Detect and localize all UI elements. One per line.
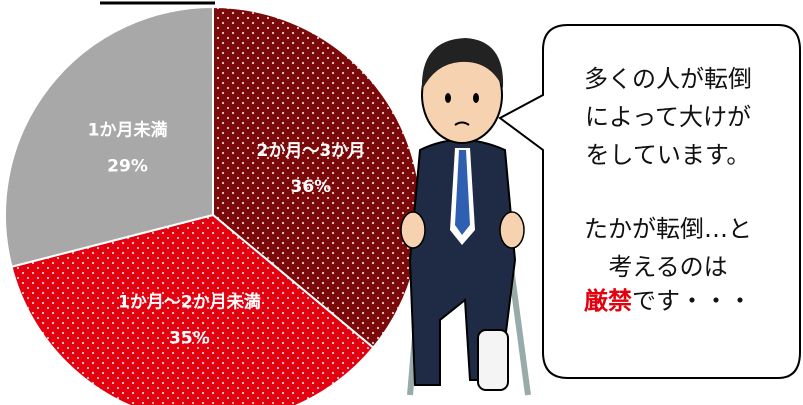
ending: です・・・ [632, 287, 752, 315]
slice-value-label: 36% [291, 177, 332, 197]
bubble-line: 考えるのは [608, 253, 727, 281]
bubble-line: によって大けが [585, 103, 751, 131]
slice-value-label: 35% [169, 329, 210, 349]
pie-slice [4, 5, 214, 268]
bubble-line: たかが転倒…と [584, 215, 752, 243]
slice-pattern [11, 215, 374, 405]
illustration [400, 38, 531, 396]
bubble-line: 厳禁です・・・ [584, 287, 752, 315]
emphasis: 厳禁 [584, 287, 632, 315]
bubble-line: 多くの人が転倒 [584, 65, 752, 93]
bubble-line: をしています。 [586, 141, 751, 169]
slice-label: 1か月～2か月未満 [118, 292, 261, 313]
slice-label: 1か月未満 [88, 120, 168, 141]
slice-value-label: 29% [107, 157, 148, 177]
pie: 2か月～3か月 36% 1か月～2か月未満 35% 1か月未満 29% [4, 5, 422, 405]
slice-pattern [213, 7, 421, 348]
speech-bubble [498, 24, 801, 379]
slice-label: 2か月～3か月 [257, 141, 366, 161]
